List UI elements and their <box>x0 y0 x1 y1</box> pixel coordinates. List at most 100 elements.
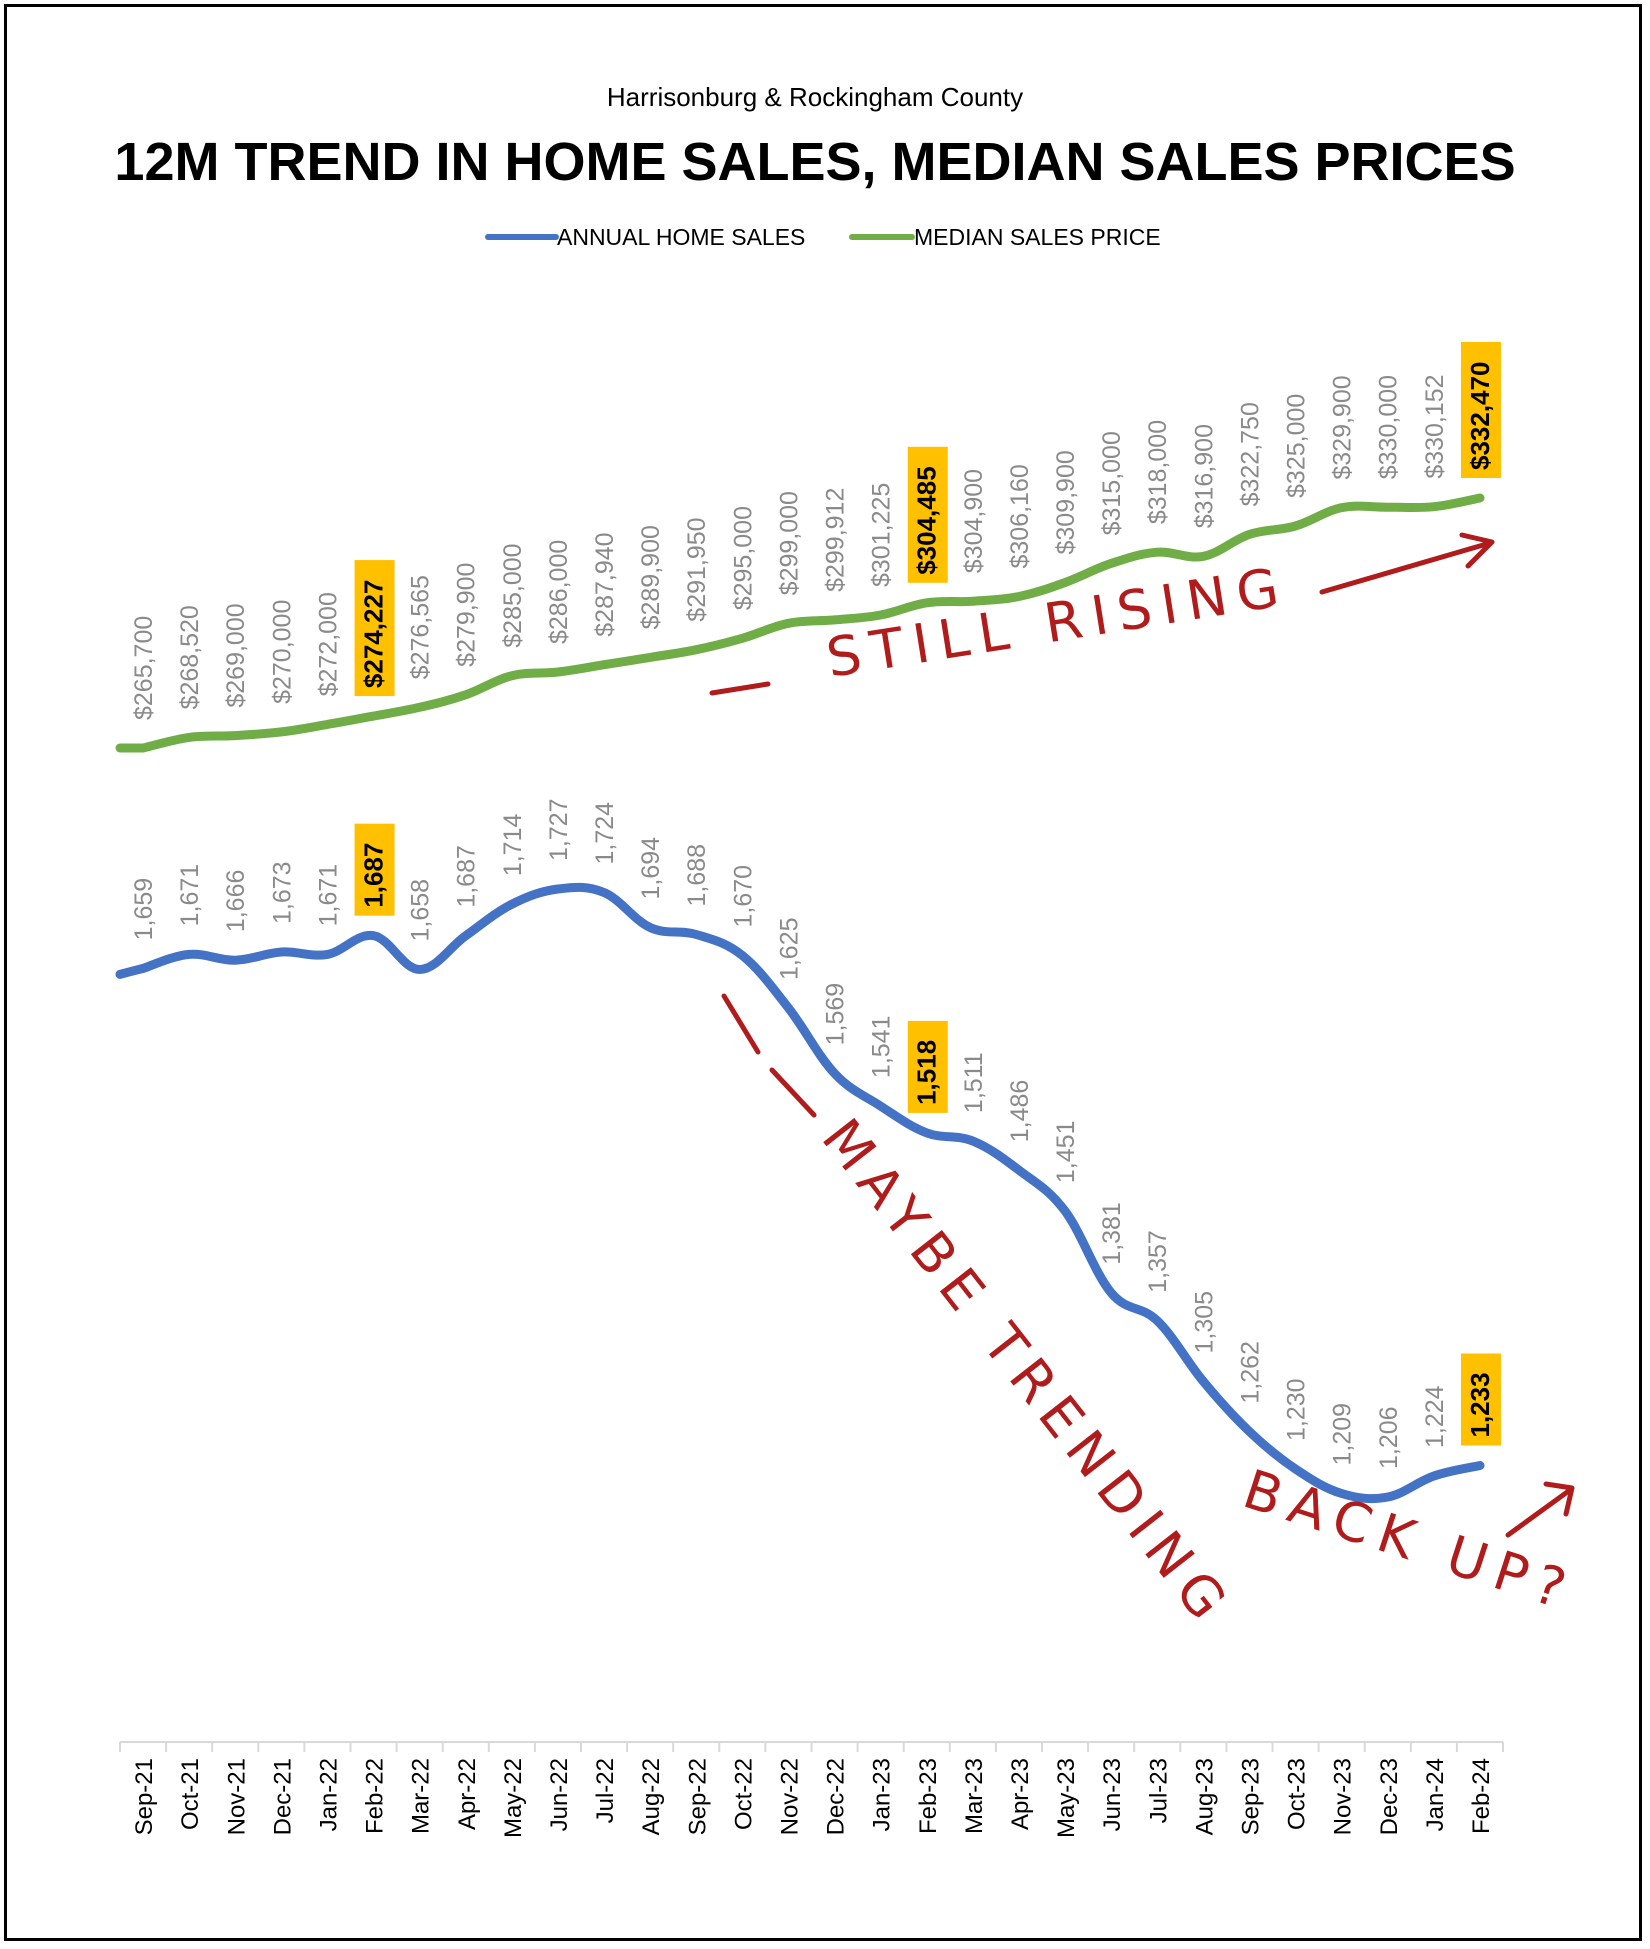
highlight-box <box>907 1020 948 1113</box>
data-label: $299,000 <box>775 491 803 595</box>
data-label: 1,658 <box>407 879 435 942</box>
x-tick-label: Apr-22 <box>454 1758 481 1830</box>
highlight-box <box>907 446 948 583</box>
x-tick-label: Aug-23 <box>1191 1758 1218 1835</box>
data-label: $269,000 <box>222 603 250 707</box>
x-tick-label: Jan-23 <box>869 1758 896 1831</box>
x-tick-label: Dec-22 <box>823 1758 850 1835</box>
data-label: 1,233 <box>1465 1372 1495 1437</box>
data-label: 1,687 <box>453 845 481 908</box>
data-label: 1,625 <box>775 917 803 980</box>
data-label: $329,900 <box>1329 375 1357 479</box>
x-tick-label: Jul-23 <box>1145 1758 1172 1823</box>
x-tick-label: Feb-22 <box>362 1758 389 1834</box>
data-label: $268,520 <box>176 605 204 709</box>
highlight-box <box>1460 342 1501 478</box>
chart-title: 12M TREND IN HOME SALES, MEDIAN SALES PR… <box>114 132 1515 192</box>
data-label: 1,357 <box>1144 1230 1172 1293</box>
annotation-back-up: BACK UP? <box>1236 1457 1583 1623</box>
data-label: $285,000 <box>499 543 527 647</box>
data-label: $330,000 <box>1375 375 1403 479</box>
x-tick-label: Jun-23 <box>1099 1758 1126 1831</box>
x-tick-label: Nov-21 <box>223 1758 250 1835</box>
data-label: 1,687 <box>359 843 389 908</box>
data-label: $287,940 <box>591 532 619 636</box>
x-tick-label: Jun-22 <box>546 1758 573 1831</box>
highlight-box <box>1460 1353 1501 1446</box>
data-label: $330,152 <box>1421 374 1449 478</box>
x-tick-label: Oct-23 <box>1284 1758 1311 1830</box>
x-tick-label: Jan-24 <box>1422 1758 1449 1831</box>
data-label: 1,671 <box>314 864 342 927</box>
highlight-box <box>354 560 395 697</box>
x-tick-label: Nov-22 <box>776 1758 803 1835</box>
x-tick-label: Oct-22 <box>730 1758 757 1830</box>
data-label: 1,262 <box>1236 1341 1264 1404</box>
data-label: $316,900 <box>1190 424 1218 528</box>
data-label: $295,000 <box>729 506 757 610</box>
x-tick-label: Feb-24 <box>1468 1758 1495 1834</box>
data-label: $322,750 <box>1236 402 1264 506</box>
data-label: 1,671 <box>176 864 204 927</box>
x-tick-label: Feb-23 <box>915 1758 942 1834</box>
x-tick-label: Sep-23 <box>1237 1758 1264 1835</box>
data-label: 1,230 <box>1283 1378 1311 1441</box>
data-label: $286,000 <box>545 540 573 644</box>
data-label: $265,700 <box>130 616 158 720</box>
x-tick-label: Oct-21 <box>177 1758 204 1830</box>
annotation-maybe-trending: MAYBE TRENDING <box>810 1107 1245 1639</box>
data-label: $291,950 <box>683 517 711 621</box>
data-label: $274,227 <box>359 580 389 688</box>
data-label: $272,000 <box>314 592 342 696</box>
legend: ANNUAL HOME SALES MEDIAN SALES PRICE <box>485 224 1161 250</box>
data-label: 1,486 <box>1006 1080 1034 1143</box>
data-label: 1,511 <box>960 1052 988 1113</box>
data-label: 1,305 <box>1190 1291 1218 1354</box>
data-label: 1,688 <box>683 844 711 907</box>
legend-label-sales: ANNUAL HOME SALES <box>557 224 805 250</box>
x-tick-label: May-22 <box>500 1758 527 1838</box>
data-label: 1,209 <box>1329 1403 1357 1466</box>
data-label: 1,694 <box>637 837 665 900</box>
data-label: 1,381 <box>1098 1202 1126 1265</box>
data-label: $325,000 <box>1283 394 1311 498</box>
series-line-lead <box>115 963 148 979</box>
data-label: $309,900 <box>1052 450 1080 554</box>
x-tick-label: Dec-23 <box>1376 1758 1403 1835</box>
data-label: 1,224 <box>1421 1385 1449 1448</box>
x-tick-label: Mar-22 <box>408 1758 435 1834</box>
data-label: 1,451 <box>1052 1121 1080 1184</box>
x-tick-label: Aug-22 <box>638 1758 665 1835</box>
data-label: 1,206 <box>1375 1406 1403 1469</box>
data-label: $332,470 <box>1465 362 1495 470</box>
data-label: $304,485 <box>912 466 942 574</box>
data-label: $318,000 <box>1144 420 1172 524</box>
x-tick-label: Dec-21 <box>269 1758 296 1835</box>
legend-label-price: MEDIAN SALES PRICE <box>914 224 1161 250</box>
data-label: $304,900 <box>960 469 988 573</box>
chart-subtitle: Harrisonburg & Rockingham County <box>607 82 1023 112</box>
data-label: 1,724 <box>591 802 619 865</box>
data-label: $289,900 <box>637 525 665 629</box>
plot-area: Sep-21 Oct-21 Nov-21 Dec-21 Jan-22 Feb-22 Mar-… <box>115 342 1504 1838</box>
x-tick-label: Sep-21 <box>131 1758 158 1835</box>
data-label: 1,714 <box>499 814 527 877</box>
highlight-box <box>354 823 395 916</box>
chart-frame <box>4 4 1642 1941</box>
data-label: $306,160 <box>1006 464 1034 568</box>
x-tick-label: Nov-23 <box>1330 1758 1357 1835</box>
data-label: $315,000 <box>1098 431 1126 535</box>
data-label: $270,000 <box>268 600 296 704</box>
annotation-dash-still-rising <box>709 681 771 696</box>
data-label: $279,900 <box>453 563 481 667</box>
x-tick-label: Apr-23 <box>1007 1758 1034 1830</box>
series-line-median-price <box>138 493 1485 753</box>
data-label: 1,666 <box>222 870 250 933</box>
data-label: $301,225 <box>868 483 896 587</box>
data-label: 1,541 <box>868 1015 896 1078</box>
x-tick-label: Mar-23 <box>961 1758 988 1834</box>
series-line-home-sales <box>138 882 1485 1504</box>
annotation-dash-trending <box>721 993 817 1118</box>
data-label: 1,670 <box>729 865 757 928</box>
